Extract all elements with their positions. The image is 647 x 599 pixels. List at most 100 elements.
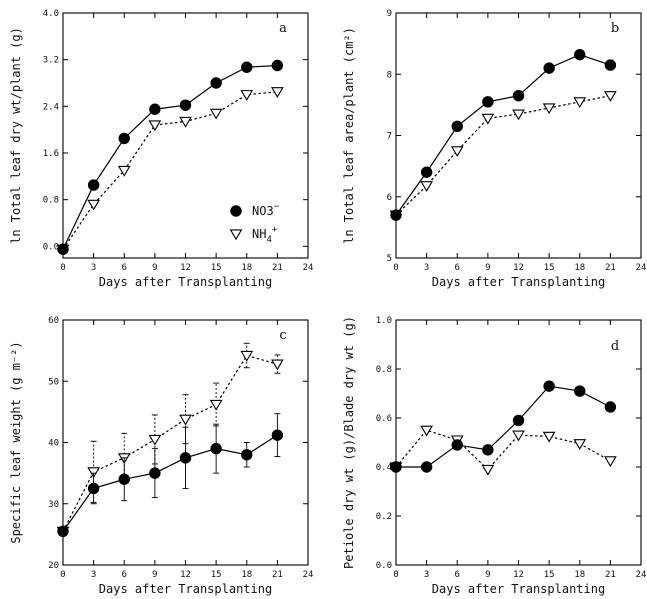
y-tick-label: 20: [48, 561, 59, 571]
data-point: [87, 179, 100, 191]
data-point: [481, 113, 495, 125]
x-tick-label: 9: [485, 263, 490, 273]
x-axis-title: Days after Transplanting: [432, 582, 605, 596]
y-tick-label: 9: [387, 9, 392, 19]
data-point: [542, 431, 556, 443]
data-point: [118, 473, 130, 485]
x-tick-label: 21: [605, 570, 616, 580]
data-point: [179, 414, 192, 426]
data-point: [117, 165, 131, 177]
y-axis-title: Petiole dry wt (g)/Blade dry wt (g): [342, 316, 356, 569]
legend-label-sup: −: [274, 202, 280, 212]
x-tick-label: 18: [241, 263, 252, 273]
series-nh4: [56, 87, 284, 256]
data-point: [573, 97, 587, 109]
data-point: [604, 401, 617, 413]
data-point: [512, 109, 525, 121]
data-point: [210, 442, 222, 455]
y-tick-label: 3.2: [43, 56, 59, 66]
y-tick-label: 30: [48, 500, 59, 510]
y-tick-label: 0.0: [376, 561, 392, 571]
data-point: [451, 120, 463, 133]
data-point: [271, 359, 284, 371]
y-tick-label: 0.4: [376, 463, 392, 473]
data-point: [482, 444, 494, 456]
x-tick-label: 24: [303, 263, 314, 273]
x-tick-label: 15: [211, 570, 222, 580]
legend-item: NH4+: [229, 225, 278, 245]
panel-d: 0 3 6 9 12 15 18 21 24 0.0 0.2 0.4 0.6 0.8 1.0 Days aft…: [342, 316, 646, 596]
y-tick-label: 1.6: [43, 149, 59, 159]
y-axis-title: ln Total leaf dry wt/plant (g): [9, 27, 23, 244]
y-tick-label: 6: [387, 193, 392, 203]
data-point: [512, 430, 525, 442]
data-point: [543, 380, 555, 392]
y-tick-label: 4.0: [43, 9, 59, 19]
data-point: [240, 90, 254, 101]
data-point: [574, 385, 586, 397]
x-tick-label: 6: [122, 570, 127, 580]
legend-label-main: NH: [252, 227, 266, 241]
data-point: [543, 62, 555, 74]
legend-marker: [229, 229, 243, 241]
x-tick-label: 3: [424, 263, 429, 273]
x-tick-label: 12: [180, 570, 191, 580]
y-tick-label: 7: [387, 132, 392, 142]
y-tick-label: 8: [387, 70, 392, 80]
data-point: [512, 89, 525, 102]
x-tick-label: 15: [211, 263, 222, 273]
x-axis-title: Days after Transplanting: [99, 582, 272, 596]
y-axis-title: Specific leaf weight (g m⁻²): [9, 341, 23, 543]
data-point: [210, 77, 222, 89]
x-tick-label: 3: [424, 570, 429, 580]
y-tick-label: 40: [48, 439, 59, 449]
data-point: [271, 429, 284, 441]
y-tick-label: 50: [48, 377, 59, 387]
series-no3: [57, 413, 284, 538]
data-point: [481, 464, 495, 476]
x-tick-label: 18: [574, 570, 585, 580]
x-axis-title: Days after Transplanting: [99, 275, 272, 289]
data-point: [542, 103, 556, 115]
data-point: [149, 103, 161, 115]
series-no3: [390, 48, 617, 221]
x-tick-label: 9: [152, 570, 157, 580]
panel-b: 0 3 6 9 12 15 18 21 24 5 6 7 8 9 Days after Transplant…: [342, 9, 646, 289]
panel-a: 0 3 6 9 12 15 18 21 24 0.0 0.8 1.6 2.4 3.2 4.0 Days aft…: [9, 9, 313, 289]
data-point: [209, 108, 223, 120]
data-point: [87, 467, 100, 479]
x-tick-label: 12: [180, 263, 191, 273]
x-tick-label: 0: [393, 263, 398, 273]
plot-frame: [62, 12, 309, 259]
y-tick-label: 2.4: [43, 102, 59, 112]
x-tick-label: 15: [544, 263, 555, 273]
legend-label: NO3−: [252, 202, 280, 218]
data-point: [574, 48, 586, 61]
x-tick-label: 18: [574, 263, 585, 273]
x-tick-label: 6: [122, 263, 127, 273]
legend: NO3− NH4+: [229, 202, 280, 245]
data-point: [241, 449, 253, 461]
y-axis-title: ln Total leaf area/plant (cm²): [342, 27, 356, 244]
panel-c: 0 3 6 9 12 15 18 21 24 20 30 40 50 60 Days after Trans…: [9, 316, 313, 596]
panel-letter: c: [279, 328, 286, 343]
data-point: [420, 461, 433, 473]
y-tick-label: 1.0: [376, 316, 392, 326]
x-tick-label: 3: [91, 570, 96, 580]
data-point: [179, 99, 192, 111]
x-tick-label: 12: [513, 263, 524, 273]
legend-label: NH4+: [252, 225, 278, 245]
x-tick-label: 0: [393, 570, 398, 580]
y-tick-label: 60: [48, 316, 59, 326]
x-tick-label: 3: [91, 263, 96, 273]
plot-frame: [395, 319, 642, 566]
legend-label-sub: 4: [266, 235, 271, 245]
x-tick-label: 9: [485, 570, 490, 580]
data-point: [573, 439, 587, 450]
data-point: [179, 452, 192, 464]
x-tick-label: 24: [636, 570, 647, 580]
series-line: [395, 54, 611, 216]
series-line: [62, 91, 278, 250]
x-tick-label: 9: [152, 263, 157, 273]
data-point: [57, 243, 69, 255]
